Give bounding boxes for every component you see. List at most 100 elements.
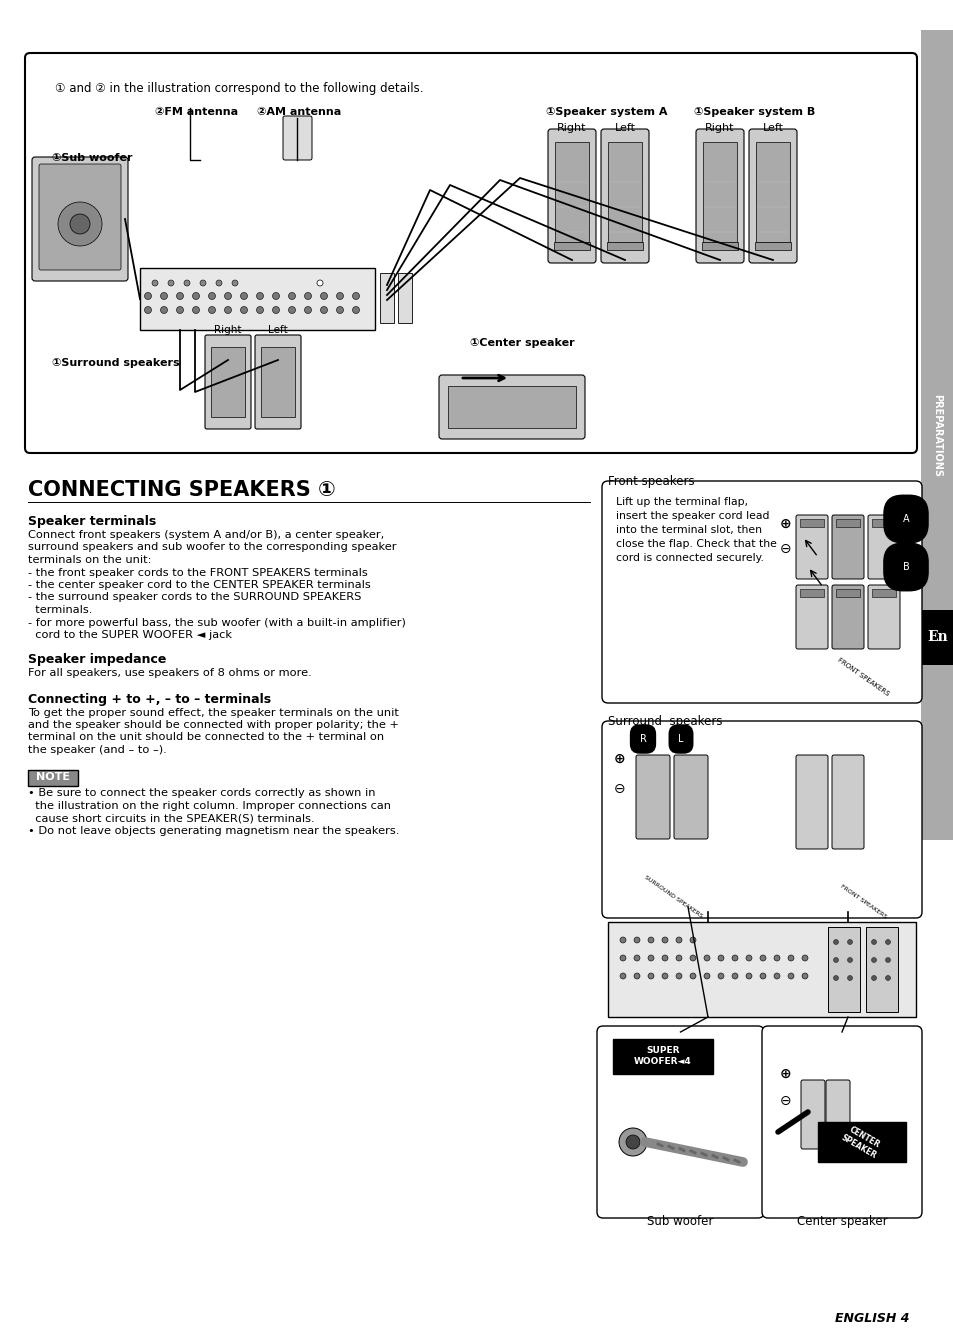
Text: ②FM antenna: ②FM antenna — [154, 107, 238, 117]
Circle shape — [352, 306, 359, 314]
Bar — [607, 922, 915, 1017]
Text: ②AM antenna: ②AM antenna — [256, 107, 341, 117]
Circle shape — [618, 1129, 646, 1155]
Circle shape — [703, 973, 709, 980]
Text: L: L — [678, 734, 683, 743]
Bar — [28, 769, 78, 785]
Text: • Be sure to connect the speaker cords correctly as shown in: • Be sure to connect the speaker cords c… — [28, 789, 375, 798]
Text: ①Speaker system A: ①Speaker system A — [545, 107, 667, 117]
Bar — [871, 589, 895, 597]
Text: Connecting + to +, – to – terminals: Connecting + to +, – to – terminals — [28, 692, 271, 706]
Circle shape — [833, 957, 838, 962]
Text: ⊕: ⊕ — [614, 752, 625, 766]
Circle shape — [316, 280, 323, 286]
FancyBboxPatch shape — [636, 756, 669, 839]
Circle shape — [801, 956, 807, 961]
Bar — [613, 1039, 712, 1074]
Text: To get the proper sound effect, the speaker terminals on the unit: To get the proper sound effect, the spea… — [28, 707, 398, 718]
Text: ⊕: ⊕ — [780, 517, 791, 531]
Circle shape — [846, 939, 852, 945]
Circle shape — [176, 293, 183, 299]
Circle shape — [144, 306, 152, 314]
Circle shape — [193, 306, 199, 314]
Text: and the speaker should be connected with proper polarity; the +: and the speaker should be connected with… — [28, 721, 398, 730]
FancyBboxPatch shape — [547, 129, 596, 263]
Circle shape — [273, 293, 279, 299]
Text: For all speakers, use speakers of 8 ohms or more.: For all speakers, use speakers of 8 ohms… — [28, 667, 312, 678]
Bar — [827, 927, 859, 1012]
Circle shape — [304, 306, 312, 314]
FancyBboxPatch shape — [39, 164, 121, 270]
FancyBboxPatch shape — [831, 585, 863, 650]
FancyBboxPatch shape — [601, 480, 921, 703]
Circle shape — [833, 976, 838, 981]
FancyBboxPatch shape — [867, 585, 899, 650]
Circle shape — [689, 956, 696, 961]
Text: Left: Left — [268, 325, 288, 336]
FancyBboxPatch shape — [32, 157, 128, 280]
Circle shape — [745, 973, 751, 980]
Circle shape — [256, 293, 263, 299]
Circle shape — [676, 973, 681, 980]
Circle shape — [70, 213, 90, 234]
FancyBboxPatch shape — [825, 1080, 849, 1149]
FancyBboxPatch shape — [438, 374, 584, 439]
Circle shape — [634, 937, 639, 943]
Circle shape — [619, 973, 625, 980]
FancyBboxPatch shape — [831, 515, 863, 578]
Circle shape — [273, 306, 279, 314]
FancyBboxPatch shape — [673, 756, 707, 839]
Text: Speaker impedance: Speaker impedance — [28, 652, 166, 666]
Bar — [871, 519, 895, 527]
Circle shape — [625, 1135, 639, 1149]
FancyBboxPatch shape — [205, 336, 251, 429]
Circle shape — [240, 306, 247, 314]
Text: • Do not leave objects generating magnetism near the speakers.: • Do not leave objects generating magnet… — [28, 825, 399, 836]
Circle shape — [619, 937, 625, 943]
Circle shape — [168, 280, 173, 286]
Text: SUPER
WOOFER◄4: SUPER WOOFER◄4 — [634, 1045, 691, 1066]
Circle shape — [144, 293, 152, 299]
Text: terminals on the unit:: terminals on the unit: — [28, 556, 152, 565]
Text: ①Sub woofer: ①Sub woofer — [52, 153, 132, 162]
Circle shape — [336, 306, 343, 314]
FancyBboxPatch shape — [867, 515, 899, 578]
Circle shape — [689, 937, 696, 943]
Text: CONNECTING SPEAKERS ①: CONNECTING SPEAKERS ① — [28, 480, 335, 501]
Circle shape — [731, 956, 738, 961]
Circle shape — [224, 293, 232, 299]
Circle shape — [256, 306, 263, 314]
Circle shape — [833, 939, 838, 945]
Circle shape — [224, 306, 232, 314]
Bar — [865, 927, 897, 1012]
FancyBboxPatch shape — [601, 721, 921, 918]
Circle shape — [336, 293, 343, 299]
Text: - the front speaker cords to the FRONT SPEAKERS terminals: - the front speaker cords to the FRONT S… — [28, 568, 367, 577]
Circle shape — [871, 957, 876, 962]
Circle shape — [634, 956, 639, 961]
Bar — [835, 519, 859, 527]
Circle shape — [647, 937, 654, 943]
FancyBboxPatch shape — [795, 515, 827, 578]
FancyBboxPatch shape — [600, 129, 648, 263]
Circle shape — [209, 306, 215, 314]
Text: Center speaker: Center speaker — [796, 1215, 886, 1228]
Circle shape — [160, 306, 168, 314]
Bar — [755, 142, 789, 242]
Text: FRONT SPEAKERS: FRONT SPEAKERS — [838, 884, 886, 919]
Text: Front speakers: Front speakers — [607, 475, 694, 488]
Bar — [554, 242, 589, 250]
Text: PREPARATIONS: PREPARATIONS — [931, 393, 941, 476]
Text: ①Surround speakers: ①Surround speakers — [52, 358, 179, 368]
Text: Sub woofer: Sub woofer — [647, 1215, 713, 1228]
Text: Left: Left — [761, 123, 782, 133]
Circle shape — [152, 280, 158, 286]
Text: the illustration on the right column. Improper connections can: the illustration on the right column. Im… — [28, 801, 391, 811]
Circle shape — [801, 973, 807, 980]
Bar — [607, 142, 641, 242]
Bar — [140, 268, 375, 330]
Circle shape — [160, 293, 168, 299]
Circle shape — [647, 956, 654, 961]
FancyBboxPatch shape — [795, 585, 827, 650]
Text: cause short circuits in the SPEAKER(S) terminals.: cause short circuits in the SPEAKER(S) t… — [28, 813, 314, 824]
